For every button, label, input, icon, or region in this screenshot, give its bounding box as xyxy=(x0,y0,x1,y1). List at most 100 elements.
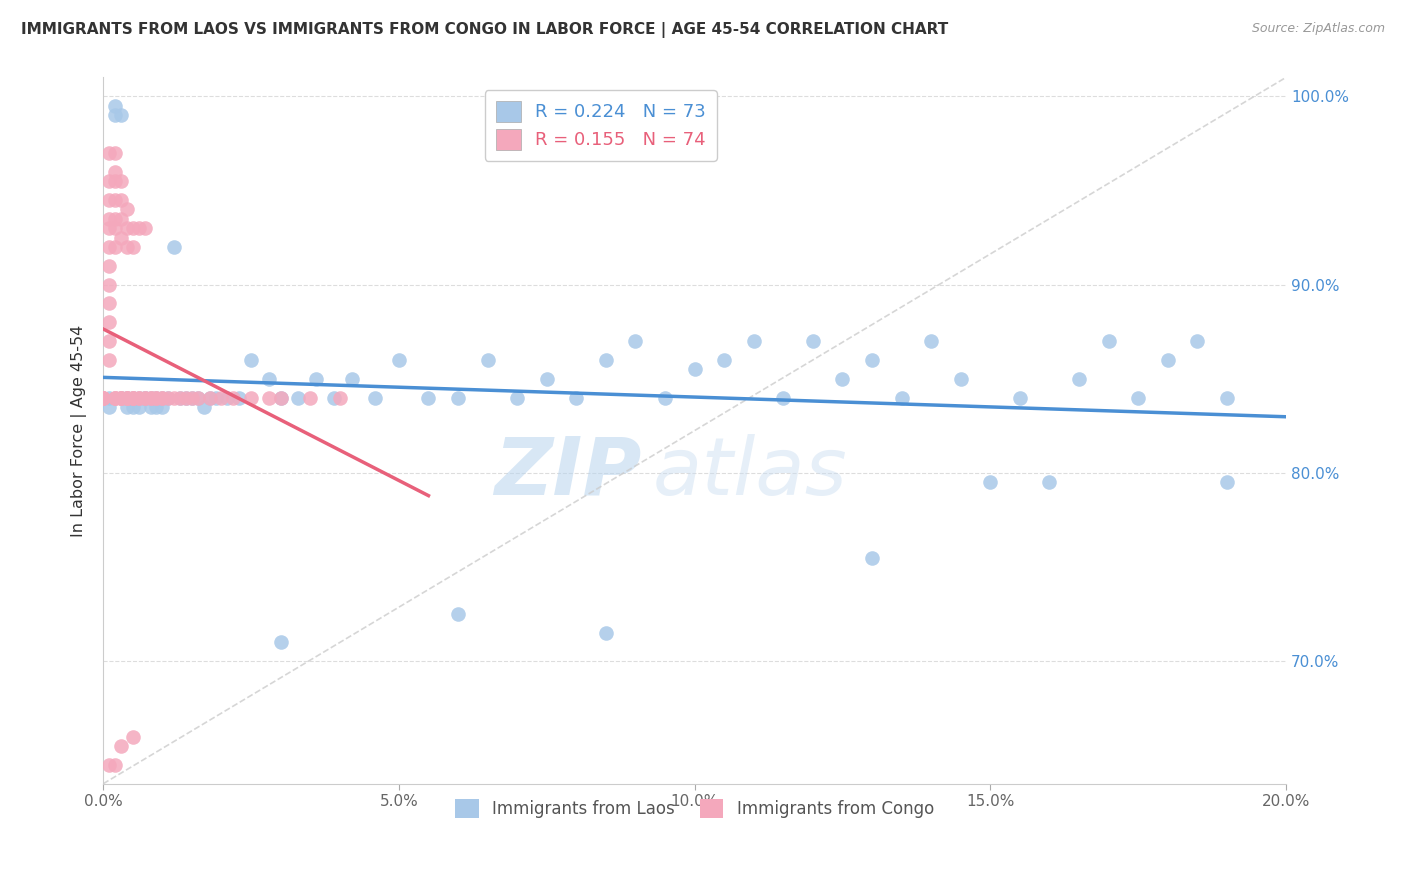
Point xyxy=(388,353,411,368)
Point xyxy=(831,372,853,386)
Point xyxy=(115,391,138,405)
Point xyxy=(1038,475,1060,490)
Point xyxy=(104,391,127,405)
Point xyxy=(340,372,363,386)
Point xyxy=(91,391,114,405)
Point xyxy=(128,391,150,405)
Point xyxy=(110,391,132,405)
Point xyxy=(1216,391,1239,405)
Legend: Immigrants from Laos, Immigrants from Congo: Immigrants from Laos, Immigrants from Co… xyxy=(449,792,941,825)
Point xyxy=(115,400,138,414)
Point xyxy=(211,391,233,405)
Text: Source: ZipAtlas.com: Source: ZipAtlas.com xyxy=(1251,22,1385,36)
Point xyxy=(104,758,127,772)
Point xyxy=(98,211,121,226)
Point xyxy=(121,391,143,405)
Point xyxy=(187,391,209,405)
Point xyxy=(98,240,121,254)
Text: atlas: atlas xyxy=(654,434,848,512)
Point xyxy=(1097,334,1119,348)
Point xyxy=(198,391,221,405)
Point xyxy=(115,221,138,235)
Point xyxy=(217,391,239,405)
Point xyxy=(180,391,202,405)
Text: IMMIGRANTS FROM LAOS VS IMMIGRANTS FROM CONGO IN LABOR FORCE | AGE 45-54 CORRELA: IMMIGRANTS FROM LAOS VS IMMIGRANTS FROM … xyxy=(21,22,948,38)
Point xyxy=(979,475,1001,490)
Point xyxy=(110,391,132,405)
Point xyxy=(654,391,676,405)
Point xyxy=(115,240,138,254)
Point xyxy=(98,391,121,405)
Point xyxy=(121,391,143,405)
Point xyxy=(104,193,127,207)
Point xyxy=(121,730,143,744)
Point xyxy=(110,230,132,244)
Point xyxy=(222,391,245,405)
Point xyxy=(139,391,162,405)
Point xyxy=(595,626,617,640)
Point xyxy=(204,391,226,405)
Point xyxy=(104,221,127,235)
Point xyxy=(98,400,121,414)
Point xyxy=(595,353,617,368)
Point xyxy=(98,334,121,348)
Point xyxy=(1157,353,1180,368)
Point xyxy=(104,98,127,112)
Point xyxy=(1187,334,1209,348)
Point xyxy=(536,372,558,386)
Point xyxy=(104,211,127,226)
Point xyxy=(128,221,150,235)
Point xyxy=(104,164,127,178)
Point xyxy=(98,221,121,235)
Point xyxy=(257,372,280,386)
Point xyxy=(418,391,440,405)
Point xyxy=(134,391,156,405)
Point xyxy=(121,240,143,254)
Point xyxy=(713,353,735,368)
Point xyxy=(1008,391,1031,405)
Point xyxy=(110,108,132,122)
Point xyxy=(98,259,121,273)
Point xyxy=(139,391,162,405)
Point xyxy=(801,334,824,348)
Point xyxy=(128,391,150,405)
Point xyxy=(1216,475,1239,490)
Point xyxy=(299,391,322,405)
Point xyxy=(157,391,180,405)
Point xyxy=(150,391,173,405)
Point xyxy=(270,391,292,405)
Point xyxy=(91,391,114,405)
Point xyxy=(115,391,138,405)
Point xyxy=(104,391,127,405)
Point xyxy=(322,391,344,405)
Point xyxy=(145,391,167,405)
Point xyxy=(180,391,202,405)
Point xyxy=(150,391,173,405)
Point xyxy=(920,334,942,348)
Point xyxy=(128,391,150,405)
Point xyxy=(949,372,972,386)
Point xyxy=(134,391,156,405)
Point xyxy=(228,391,250,405)
Point xyxy=(139,391,162,405)
Point xyxy=(139,400,162,414)
Point xyxy=(890,391,912,405)
Point xyxy=(121,391,143,405)
Point xyxy=(1067,372,1090,386)
Point xyxy=(104,174,127,188)
Point xyxy=(1126,391,1149,405)
Point xyxy=(506,391,529,405)
Point xyxy=(240,391,263,405)
Point xyxy=(198,391,221,405)
Point xyxy=(115,391,138,405)
Point xyxy=(115,391,138,405)
Point xyxy=(121,391,143,405)
Point xyxy=(163,240,186,254)
Point xyxy=(477,353,499,368)
Point xyxy=(110,193,132,207)
Point xyxy=(193,400,215,414)
Point xyxy=(329,391,352,405)
Point xyxy=(121,221,143,235)
Text: ZIP: ZIP xyxy=(494,434,641,512)
Point xyxy=(98,277,121,292)
